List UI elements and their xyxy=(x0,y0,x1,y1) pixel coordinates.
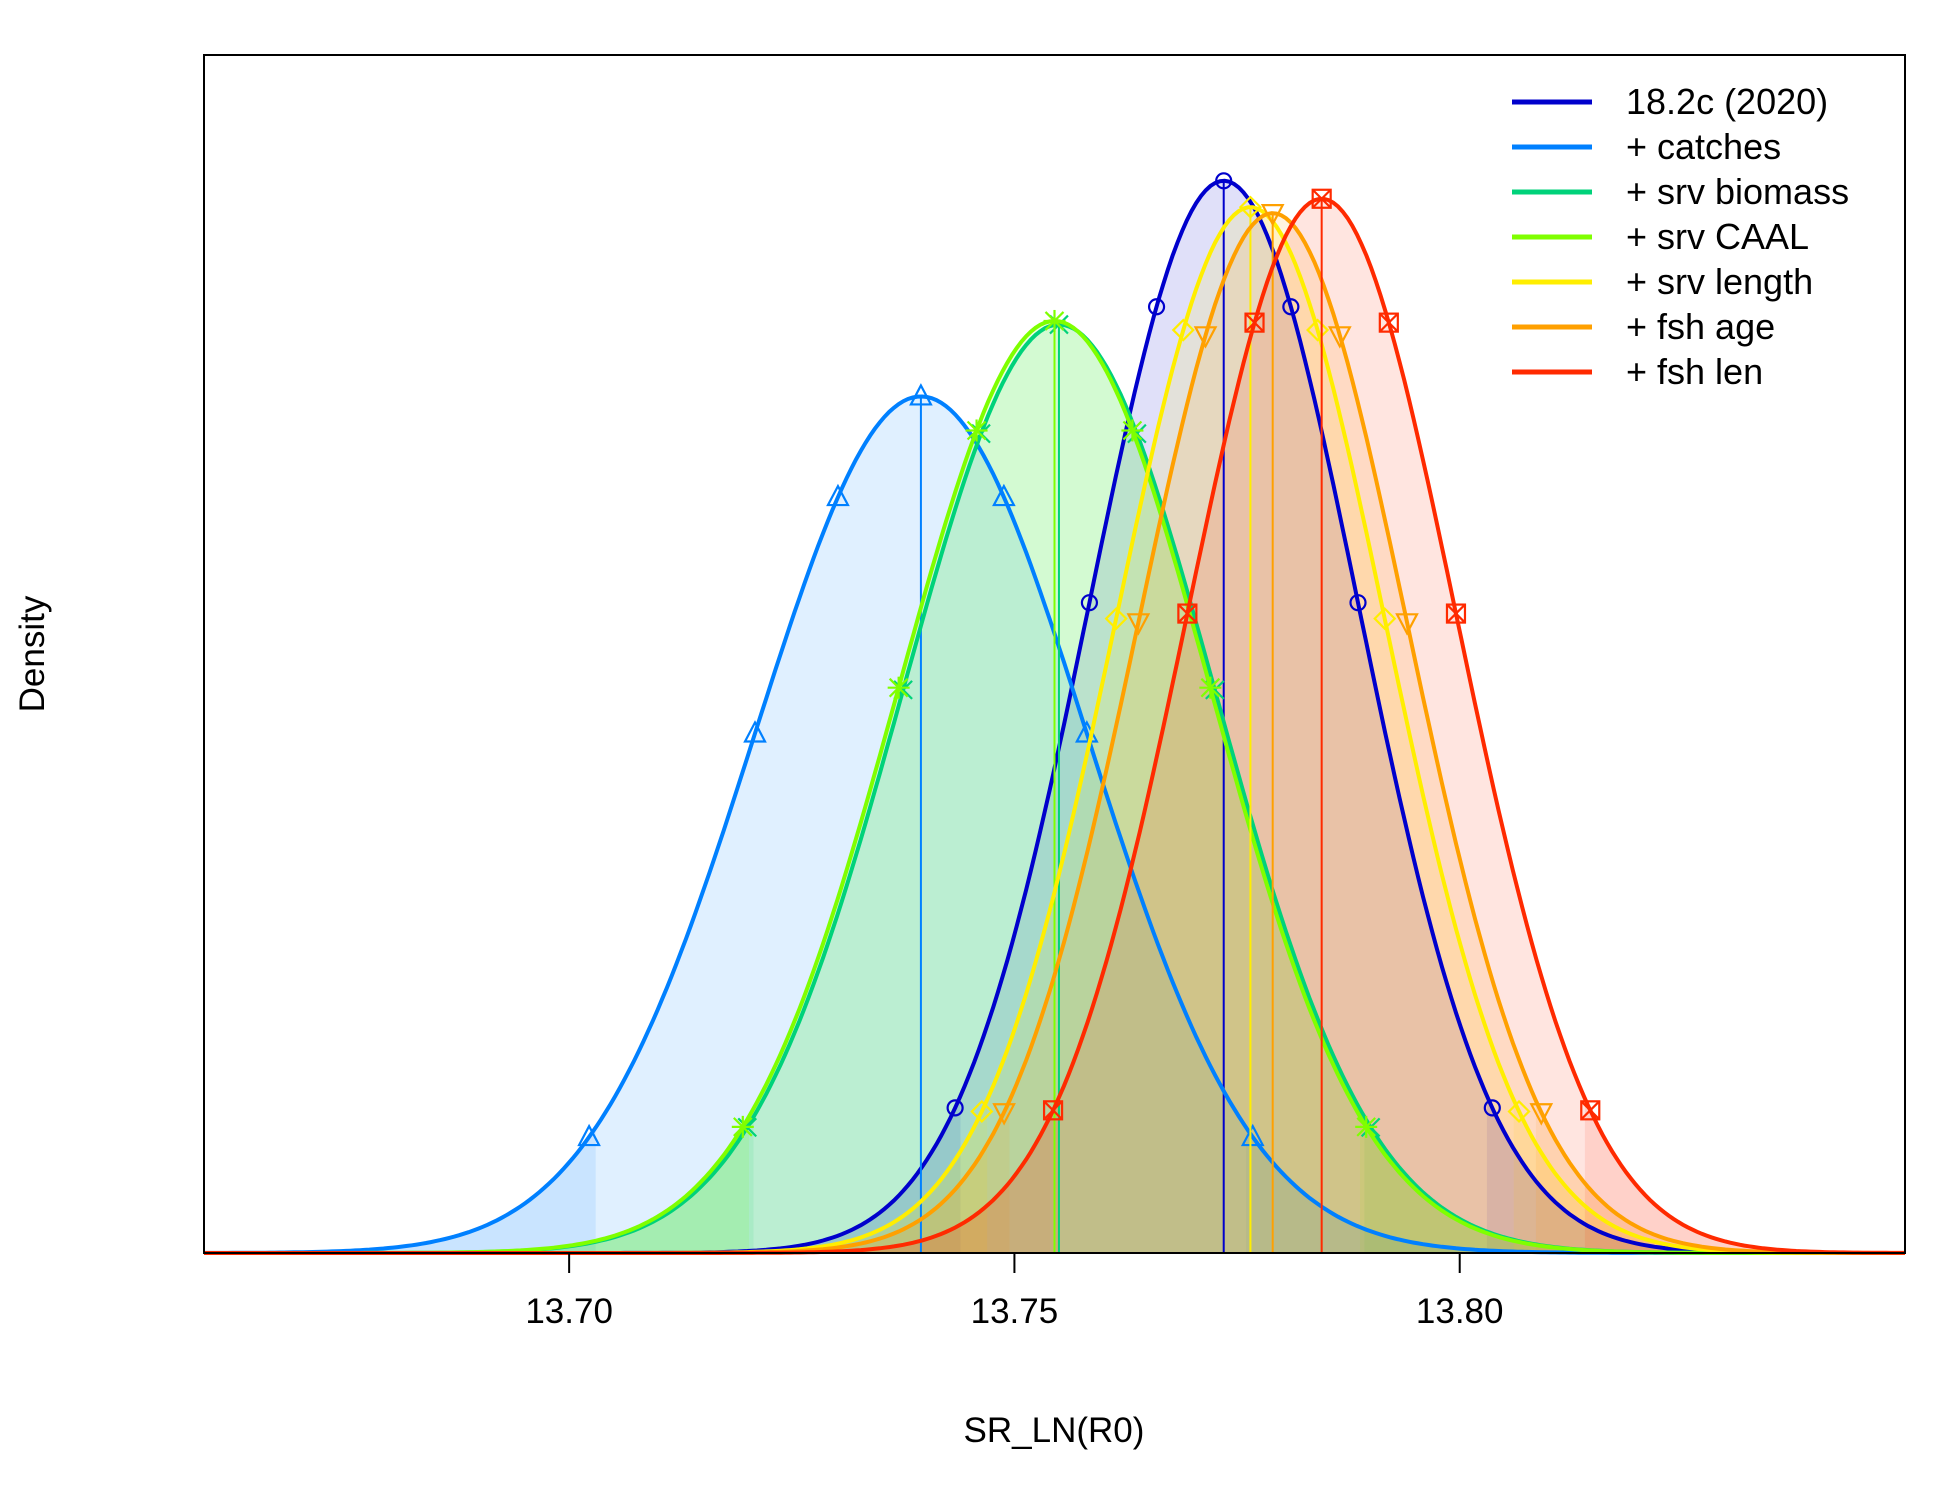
marker-0-5 xyxy=(1349,594,1367,612)
marker-3-0 xyxy=(731,1115,754,1138)
marker-3-2 xyxy=(965,419,988,442)
y-axis-title: Density xyxy=(13,595,52,712)
marker-6-4 xyxy=(1378,312,1399,333)
marker-0-0 xyxy=(946,1099,964,1117)
density-tail-4-1 xyxy=(1513,1099,1905,1253)
density-tail-1-1 xyxy=(1246,1127,1905,1253)
legend-label-6: + fsh len xyxy=(1626,351,1763,392)
legend-label-4: + srv length xyxy=(1626,261,1813,302)
density-tail-6-1 xyxy=(1584,1098,1905,1253)
marker-6-2 xyxy=(1244,312,1265,333)
marker-4-0 xyxy=(970,1099,994,1124)
marker-3-4 xyxy=(1121,419,1144,442)
marker-0-6 xyxy=(1483,1099,1501,1117)
density-marks xyxy=(204,172,1905,1255)
marker-5-2 xyxy=(1193,326,1218,349)
marker-0-3 xyxy=(1215,172,1233,190)
marker-1-0 xyxy=(577,1123,601,1147)
density-tail-1-0 xyxy=(204,1127,596,1253)
marker-3-3 xyxy=(1043,309,1066,332)
density-tail-2-1 xyxy=(1364,1117,1905,1253)
legend-label-1: + catches xyxy=(1626,126,1781,167)
marker-4-4 xyxy=(1306,318,1330,342)
marker-1-1 xyxy=(743,720,767,743)
density-fill-6 xyxy=(204,198,1905,1253)
x-tick-label-1: 13.75 xyxy=(971,1292,1059,1331)
marker-1-3 xyxy=(909,383,933,406)
marker-4-2 xyxy=(1171,318,1195,342)
marker-5-0 xyxy=(992,1103,1016,1126)
marker-3-6 xyxy=(1355,1115,1378,1138)
marker-4-5 xyxy=(1373,607,1397,631)
marker-6-3 xyxy=(1311,188,1332,209)
marker-5-3 xyxy=(1260,204,1285,227)
density-tail-3-1 xyxy=(1360,1116,1905,1253)
marker-0-4 xyxy=(1282,298,1300,316)
x-axis-title: SR_LN(R0) xyxy=(964,1411,1145,1450)
marker-4-3 xyxy=(1238,195,1262,219)
density-tail-3-0 xyxy=(204,1116,749,1253)
marker-1-4 xyxy=(992,483,1016,507)
density-tail-6-0 xyxy=(204,1098,1059,1253)
marker-6-5 xyxy=(1445,603,1467,624)
marker-4-1 xyxy=(1104,607,1128,631)
marker-1-2 xyxy=(826,483,850,507)
marker-6-6 xyxy=(1580,1100,1601,1121)
x-tick-label-0: 13.70 xyxy=(525,1292,613,1331)
marker-3-1 xyxy=(887,676,910,699)
density-fill-5 xyxy=(204,213,1905,1254)
legend-label-2: + srv biomass xyxy=(1626,171,1849,212)
legend: 18.2c (2020)+ catches+ srv biomass+ srv … xyxy=(1512,81,1849,392)
x-tick-label-2: 13.80 xyxy=(1416,1292,1504,1331)
marker-5-6 xyxy=(1529,1103,1554,1126)
density-tail-4-0 xyxy=(204,1099,988,1253)
marker-4-6 xyxy=(1507,1099,1531,1124)
marker-3-5 xyxy=(1199,676,1222,699)
marker-5-1 xyxy=(1126,613,1151,636)
x-axis: 13.70 13.75 13.80 xyxy=(525,1253,1504,1331)
density-tail-0-1 xyxy=(1486,1095,1905,1253)
marker-5-4 xyxy=(1328,326,1352,349)
legend-label-0: 18.2c (2020) xyxy=(1626,81,1828,122)
plot-frame xyxy=(203,54,1906,1254)
marker-5-5 xyxy=(1395,613,1419,636)
marker-1-6 xyxy=(1240,1123,1265,1147)
density-tail-5-1 xyxy=(1535,1100,1905,1253)
marker-6-1 xyxy=(1177,603,1198,624)
legend-label-3: + srv CAAL xyxy=(1626,216,1809,257)
marker-6-0 xyxy=(1042,1100,1064,1121)
marker-0-1 xyxy=(1080,594,1099,612)
marker-0-2 xyxy=(1147,298,1166,316)
density-tail-2-0 xyxy=(204,1117,754,1253)
legend-label-5: + fsh age xyxy=(1626,306,1775,347)
